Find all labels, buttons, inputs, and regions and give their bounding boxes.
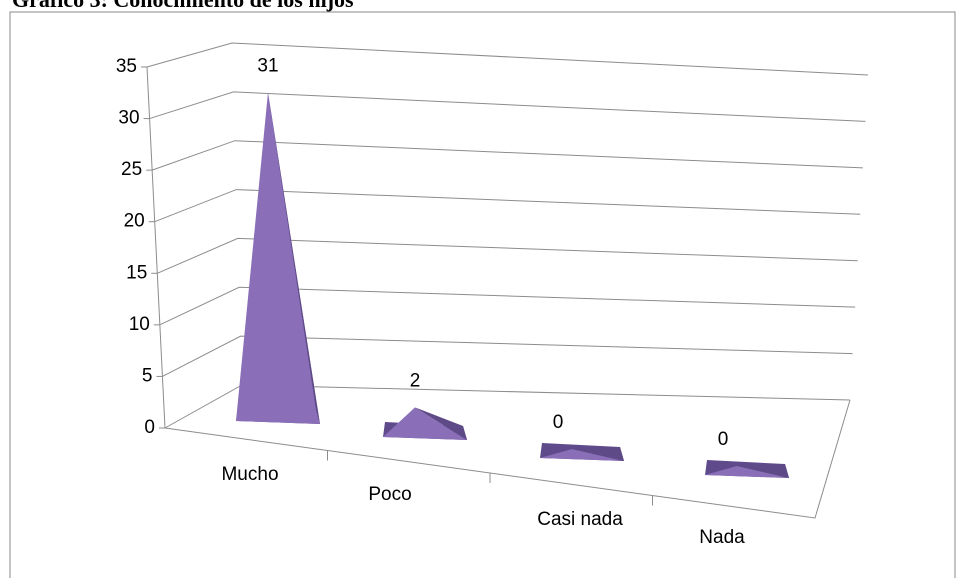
grid-line: [154, 189, 861, 223]
chart-title: Gráfico 3: Conocimiento de los hijos: [12, 0, 354, 12]
value-label: 2: [410, 370, 421, 391]
pyramid-side: [415, 407, 467, 440]
value-label: 0: [553, 412, 564, 433]
x-tick-label: Poco: [368, 484, 411, 505]
y-tick-label: 30: [118, 108, 139, 129]
x-tick-label: Casi nada: [537, 509, 623, 530]
pyramid: [705, 460, 789, 478]
grid-line: [159, 286, 856, 326]
pyramid-side: [572, 447, 624, 461]
y-axis: [146, 66, 166, 429]
y-tick-label: 0: [144, 417, 155, 438]
x-tick-label: Mucho: [221, 464, 278, 485]
value-label: 31: [257, 55, 278, 76]
grid-line: [149, 91, 866, 122]
value-label: 0: [718, 429, 729, 450]
y-tick-label: 15: [126, 262, 147, 283]
pyramid-front: [383, 407, 467, 440]
floor-edge: [164, 399, 851, 519]
y-tick-label: 20: [124, 211, 145, 232]
pyramid: [540, 443, 624, 461]
pyramid-front: [236, 92, 320, 424]
y-tick-label: 10: [129, 314, 150, 335]
grid-line: [151, 140, 863, 171]
pyramid-front: [705, 466, 789, 478]
grid-line: [157, 237, 858, 274]
grid-line: [146, 42, 869, 76]
chart-frame: [9, 11, 956, 578]
grid-line: [162, 335, 853, 377]
y-tick-label: 35: [116, 56, 137, 77]
pyramid-side: [737, 464, 789, 478]
y-tick-label: 5: [142, 365, 153, 386]
pyramid: [383, 407, 467, 440]
x-tick-label: Nada: [699, 527, 745, 548]
pyramid-side: [268, 92, 320, 424]
y-tick-label: 25: [121, 159, 142, 180]
pyramid: [236, 92, 320, 424]
pyramid-front: [540, 449, 624, 461]
